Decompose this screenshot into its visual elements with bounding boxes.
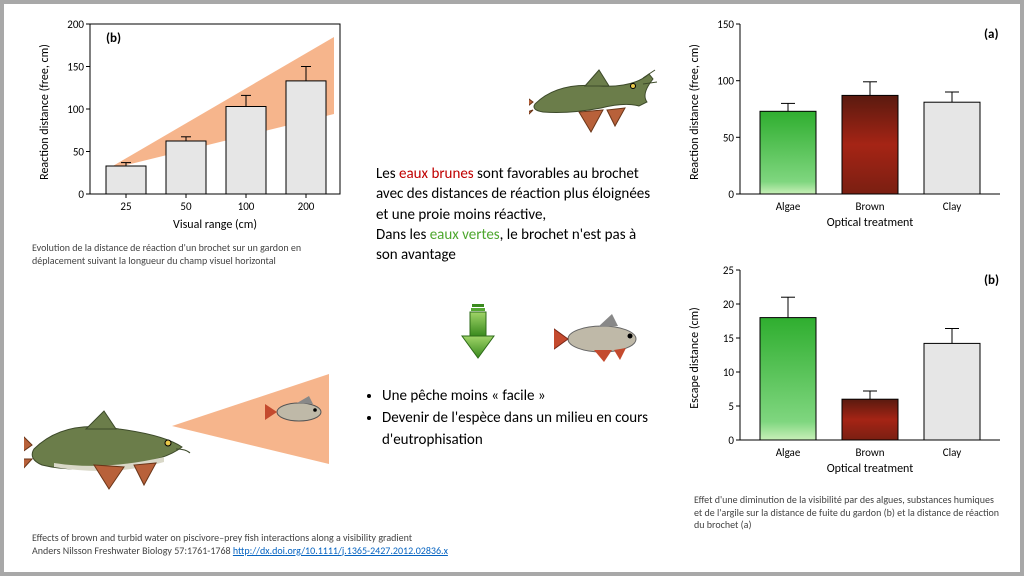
svg-text:25: 25	[723, 264, 734, 277]
svg-text:20: 20	[723, 298, 735, 311]
svg-text:Algae: Algae	[776, 200, 801, 213]
pike-with-cone-illustration	[24, 344, 334, 514]
brown-water-text: eaux brunes	[399, 165, 474, 183]
svg-text:Brown: Brown	[855, 200, 884, 213]
chart-b-left: 0 50 100 150 200 Reaction distance (free…	[34, 12, 354, 234]
svg-text:100: 100	[238, 200, 255, 213]
center-paragraph: Les eaux brunes sont favorables au broch…	[376, 164, 656, 265]
chart-a-right: 0 50 100 150 Reaction distance (free, cm…	[684, 12, 1014, 232]
conclusion-bullets: Une pêche moins « facile » Devenir de l'…	[364, 386, 664, 451]
svg-text:5: 5	[728, 400, 734, 413]
svg-text:100: 100	[67, 103, 84, 116]
svg-text:15: 15	[723, 332, 734, 345]
chart-a-ylabel: Reaction distance (free, cm)	[688, 44, 702, 180]
chart-b-left-xlabel: Visual range (cm)	[173, 218, 257, 232]
svg-text:Algae: Algae	[776, 446, 801, 459]
panel-label-b: (b)	[106, 31, 121, 46]
panel-label-a: (a)	[984, 27, 999, 42]
svg-text:200: 200	[298, 200, 315, 213]
svg-text:0: 0	[728, 188, 734, 201]
svg-text:Clay: Clay	[943, 446, 961, 459]
roach-illustration	[554, 314, 654, 364]
svg-text:Clay: Clay	[943, 200, 961, 213]
svg-text:Brown: Brown	[855, 446, 884, 459]
down-arrow-icon	[460, 304, 496, 360]
green-water-text: eaux vertes	[430, 226, 500, 244]
chart-b-right: 0 5 10 15 20 25 Escape distance (cm) Alg…	[684, 258, 1014, 478]
svg-text:50: 50	[723, 131, 735, 144]
chart-b-right-ylabel: Escape distance (cm)	[688, 307, 702, 409]
chart-b-right-xlabel: Optical treatment	[827, 462, 914, 476]
caption-left-top: Evolution de la distance de réaction d'u…	[32, 242, 342, 267]
svg-text:0: 0	[78, 188, 84, 201]
svg-text:150: 150	[717, 18, 734, 31]
svg-text:200: 200	[67, 18, 84, 31]
svg-text:10: 10	[723, 366, 735, 379]
chart-a-xlabel: Optical treatment	[827, 216, 914, 230]
doi-link[interactable]: http://dx.doi.org/10.1111/j.1365-2427.20…	[233, 544, 448, 557]
panel-label-b2: (b)	[984, 273, 999, 288]
svg-text:100: 100	[717, 75, 734, 88]
svg-text:150: 150	[67, 61, 84, 74]
svg-text:50: 50	[180, 200, 192, 213]
chart-b-left-ylabel: Reaction distance (free, cm)	[38, 44, 52, 180]
pike-illustration-top	[529, 54, 659, 144]
citation: Effects of brown and turbid water on pis…	[32, 532, 652, 557]
svg-text:0: 0	[728, 434, 734, 447]
svg-text:25: 25	[120, 200, 131, 213]
caption-right: Effet d'une diminution de la visibilité …	[694, 494, 1004, 532]
svg-text:50: 50	[73, 146, 85, 159]
